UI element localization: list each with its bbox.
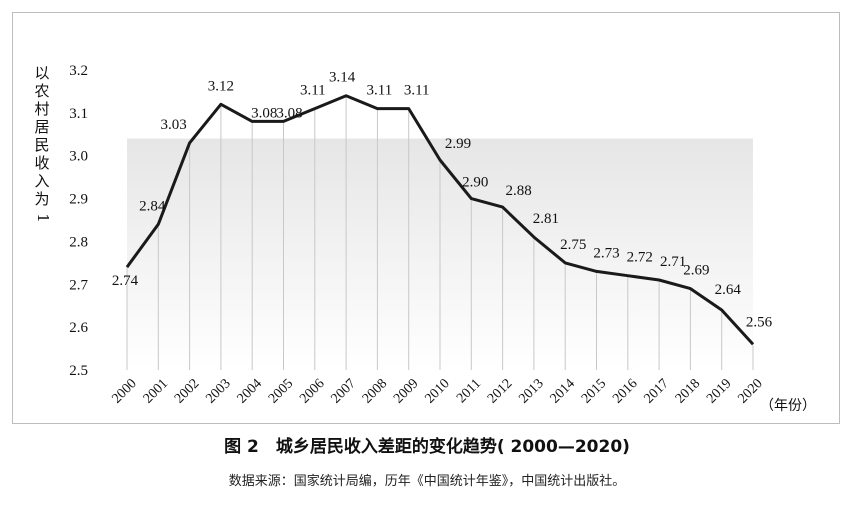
data-label: 3.12 — [208, 78, 234, 94]
y-tick-label: 3.0 — [69, 149, 88, 165]
x-tick-label: 2014 — [548, 376, 578, 406]
x-tick-label: 2015 — [579, 376, 609, 406]
x-tick-label: 2000 — [109, 376, 139, 406]
data-labels: 2.742.843.033.123.08 3.083.113.143.11 3.11… — [112, 70, 773, 331]
data-label: 2.73 — [593, 245, 619, 261]
x-tick-label: 2019 — [704, 376, 734, 406]
y-label-char: 村 — [34, 100, 49, 118]
data-label: 2.56 — [746, 314, 773, 330]
y-label-char: 入 — [34, 172, 49, 190]
x-tick-label: 2016 — [610, 376, 640, 406]
y-label-char: 收 — [34, 154, 49, 172]
data-label: 2.81 — [533, 211, 559, 227]
y-label-char: 居 — [34, 118, 49, 136]
y-tick-label: 3.2 — [69, 63, 88, 79]
data-label: 3.08 — [251, 105, 277, 121]
x-tick-label: 2007 — [329, 376, 359, 406]
x-tick-label: 2012 — [485, 376, 515, 406]
data-source-note: 数据来源：国家统计局编，历年《中国统计年鉴》，中国统计出版社。 — [228, 474, 626, 489]
x-tick-label: 2008 — [360, 376, 390, 406]
data-label: 3.11 — [367, 83, 393, 99]
data-label: 2.75 — [560, 237, 586, 253]
data-label: 3.14 — [329, 70, 356, 86]
figure-caption: 图 2 城乡居民收入差距的变化趋势( 2000—2020) — [224, 437, 630, 457]
x-axis-unit: （年份） — [760, 398, 816, 414]
data-label: 2.74 — [112, 273, 139, 289]
data-label: 3.03 — [160, 117, 186, 133]
y-tick-label: 2.7 — [69, 277, 88, 293]
x-tick-labels: 2000 2001 2002 2003 2004 2005 2006 2007 2008 2009… — [109, 376, 765, 406]
x-tick-label: 2013 — [516, 376, 546, 406]
x-tick-label: 2005 — [266, 376, 296, 406]
x-tick-label: 2002 — [172, 376, 202, 406]
chart-frame — [12, 12, 840, 424]
data-label: 2.69 — [683, 263, 709, 279]
x-tick-label: 2018 — [673, 376, 703, 406]
y-label-char: 以 — [34, 64, 49, 82]
data-label: 2.99 — [445, 136, 471, 152]
x-tick-label: 2003 — [203, 376, 233, 406]
data-label: 2.64 — [715, 282, 742, 298]
x-tick-label: 2006 — [297, 376, 327, 406]
y-tick-labels: 2.5 2.6 2.7 2.8 2.9 3.0 3.1 3.2 — [69, 63, 88, 379]
y-tick-label: 2.8 — [69, 234, 88, 250]
vertical-gridlines — [126, 95, 754, 370]
y-label-char: 1 — [34, 213, 52, 223]
data-label: 2.84 — [139, 198, 166, 214]
data-label: 2.88 — [505, 183, 531, 199]
x-tick-label: 2011 — [454, 376, 484, 406]
y-tick-label: 2.5 — [69, 363, 88, 379]
y-tick-label: 2.6 — [69, 320, 88, 336]
y-tick-label: 2.9 — [69, 192, 88, 208]
data-label: 3.11 — [300, 83, 326, 99]
x-tick-label: 2004 — [235, 376, 265, 406]
x-tick-label: 2010 — [422, 376, 452, 406]
data-label: 2.71 — [660, 254, 686, 270]
y-tick-label: 3.1 — [69, 106, 88, 122]
x-tick-label: 2017 — [642, 376, 672, 406]
y-label-char: 民 — [34, 136, 49, 154]
x-tick-label: 2001 — [141, 376, 171, 406]
data-label: 3.08 — [276, 105, 302, 121]
x-tick-label: 2009 — [391, 376, 421, 406]
y-label-char: 为 — [34, 190, 49, 208]
data-label: 2.72 — [627, 250, 653, 266]
data-label: 3.11 — [404, 83, 430, 99]
y-label-char: 农 — [34, 82, 49, 100]
data-label: 2.90 — [462, 175, 488, 191]
series-line — [125, 94, 755, 346]
